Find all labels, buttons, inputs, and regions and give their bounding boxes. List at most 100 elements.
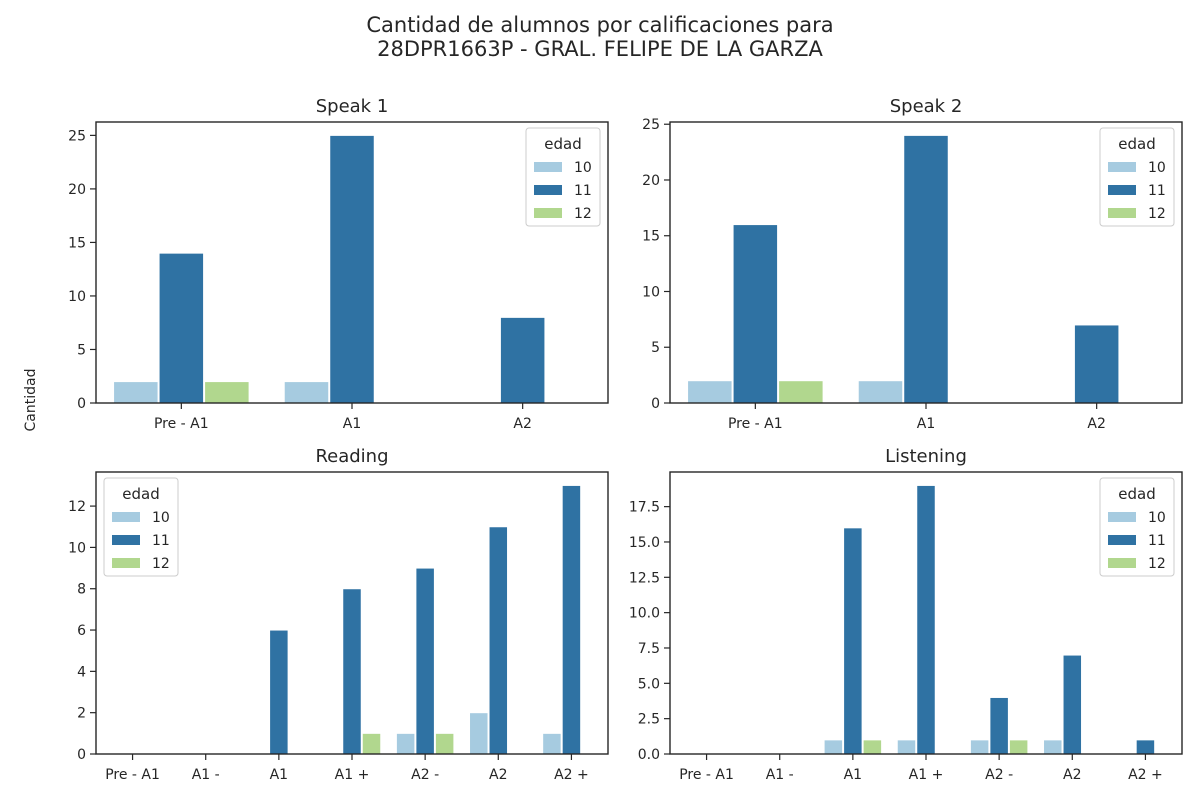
bar-a1-edad-10 (896, 739, 917, 755)
x-tick-label: A2 - (411, 767, 439, 783)
y-tick-label: 4 (77, 664, 86, 680)
x-tick-label: Pre - A1 (105, 767, 160, 783)
bar-pre-a1-edad-10 (687, 380, 733, 404)
bar-a1-edad-11 (843, 527, 863, 755)
legend-label-12: 12 (1148, 206, 1166, 222)
bar-a2-edad-10 (469, 712, 489, 755)
bar-a2-edad-12 (434, 732, 455, 755)
x-tick-label: Pre - A1 (154, 416, 209, 432)
bar-a2-edad-11 (1135, 739, 1156, 755)
legend-label-12: 12 (1148, 556, 1166, 572)
x-tick-label: A1 - (766, 767, 794, 783)
y-tick-label: 15 (642, 229, 660, 245)
x-tick-label: A1 (270, 767, 288, 783)
bar-a1-edad-10 (283, 381, 330, 404)
y-tick-label: 0 (651, 396, 660, 412)
x-tick-label: A1 (917, 416, 935, 432)
panel-title: Reading (315, 446, 388, 467)
y-tick-label: 10 (68, 289, 86, 305)
legend-label-12: 12 (152, 556, 170, 572)
x-tick-label: A1 (343, 416, 361, 432)
x-tick-label: A2 + (554, 767, 589, 783)
legend-swatch-11 (534, 185, 562, 195)
legend: edad 10 11 12 (1099, 127, 1175, 227)
bar-pre-a1-edad-12 (204, 381, 250, 404)
legend-title: edad (1118, 135, 1155, 153)
x-tick-label: A2 + (1128, 767, 1163, 783)
bar-a2-edad-11 (1062, 654, 1083, 755)
bar-a1-edad-10 (823, 739, 844, 755)
legend-swatch-10 (112, 512, 140, 522)
legend-title: edad (1118, 485, 1155, 503)
bar-a2-edad-10 (395, 732, 416, 755)
legend-swatch-11 (1108, 185, 1136, 195)
bar-a1-edad-11 (329, 134, 375, 404)
y-tick-label: 12 (68, 499, 86, 515)
bar-a1-edad-12 (361, 732, 382, 755)
y-tick-label: 2 (77, 706, 86, 722)
panel-reading: Reading 0 2 4 6 8 10 12 Pre - A1 A1 - A1 A1 + A2 - A2… (68, 446, 609, 783)
x-tick-label: A1 + (335, 767, 370, 783)
legend-label-11: 11 (152, 533, 170, 549)
x-tick-label: A2 (1087, 416, 1105, 432)
bar-a2-edad-11 (499, 316, 546, 404)
y-tick-label: 25 (642, 117, 660, 133)
bar-a2-edad-11 (488, 526, 509, 755)
bar-a2-edad-11 (561, 484, 582, 755)
legend-swatch-10 (1108, 512, 1136, 522)
bar-a2-edad-11 (989, 696, 1009, 755)
y-tick-label: 0.0 (638, 747, 660, 763)
legend-label-10: 10 (574, 160, 592, 176)
y-tick-label: 5.0 (638, 676, 660, 692)
legend-swatch-11 (1108, 535, 1136, 545)
x-tick-label: A2 (513, 416, 531, 432)
bar-a2-edad-10 (1043, 739, 1063, 755)
bar-a2-edad-12 (1008, 739, 1029, 755)
legend-label-11: 11 (1148, 533, 1166, 549)
y-tick-label: 0 (77, 747, 86, 763)
bar-pre-a1-edad-11 (158, 252, 205, 404)
y-tick-label: 10 (642, 284, 660, 300)
bar-a2-edad-10 (542, 732, 562, 755)
axes-frame (95, 471, 609, 755)
figure-title-line-1: Cantidad de alumnos por calificaciones p… (366, 13, 834, 37)
panel-title: Speak 2 (890, 96, 963, 117)
y-tick-label: 17.5 (629, 500, 660, 516)
y-tick-label: 20 (642, 173, 660, 189)
bar-pre-a1-edad-11 (732, 224, 779, 404)
bar-pre-a1-edad-10 (113, 381, 159, 404)
y-tick-label: 15 (68, 235, 86, 251)
bar-a1-edad-12 (862, 739, 883, 755)
y-tick-label: 20 (68, 182, 86, 198)
bar-a1-edad-11 (903, 134, 949, 404)
legend-swatch-12 (112, 558, 140, 568)
x-tick-label: A2 - (985, 767, 1013, 783)
legend-label-10: 10 (1148, 160, 1166, 176)
legend-label-11: 11 (574, 183, 592, 199)
bar-a2-edad-10 (969, 739, 990, 755)
x-tick-label: A1 (844, 767, 862, 783)
bar-a1-edad-11 (916, 484, 936, 755)
legend-swatch-12 (1108, 208, 1136, 218)
panel-speak-1: Speak 1 0 5 10 15 20 25 Pre - A1 A1 A2 edad 10 11 12 (68, 96, 609, 432)
y-tick-label: 5 (651, 340, 660, 356)
legend-swatch-10 (534, 162, 562, 172)
y-tick-label: 10.0 (629, 606, 660, 622)
legend-label-11: 11 (1148, 183, 1166, 199)
y-tick-label: 6 (77, 623, 86, 639)
legend-label-12: 12 (574, 206, 592, 222)
y-tick-label: 10 (68, 540, 86, 556)
legend-title: edad (122, 485, 159, 503)
legend-swatch-12 (534, 208, 562, 218)
y-tick-label: 25 (68, 128, 86, 144)
panel-listening: Listening 0.0 2.5 5.0 7.5 10.0 12.5 15.0 17.5 Pre… (629, 446, 1183, 783)
bar-a2-edad-11 (1073, 324, 1120, 404)
x-tick-label: A2 (1063, 767, 1081, 783)
bar-a1-edad-10 (857, 380, 904, 404)
y-tick-label: 2.5 (638, 712, 660, 728)
axes-frame (669, 121, 1183, 404)
legend-box (1099, 127, 1175, 227)
legend: edad 10 11 12 (103, 477, 179, 577)
x-tick-label: A2 (489, 767, 507, 783)
